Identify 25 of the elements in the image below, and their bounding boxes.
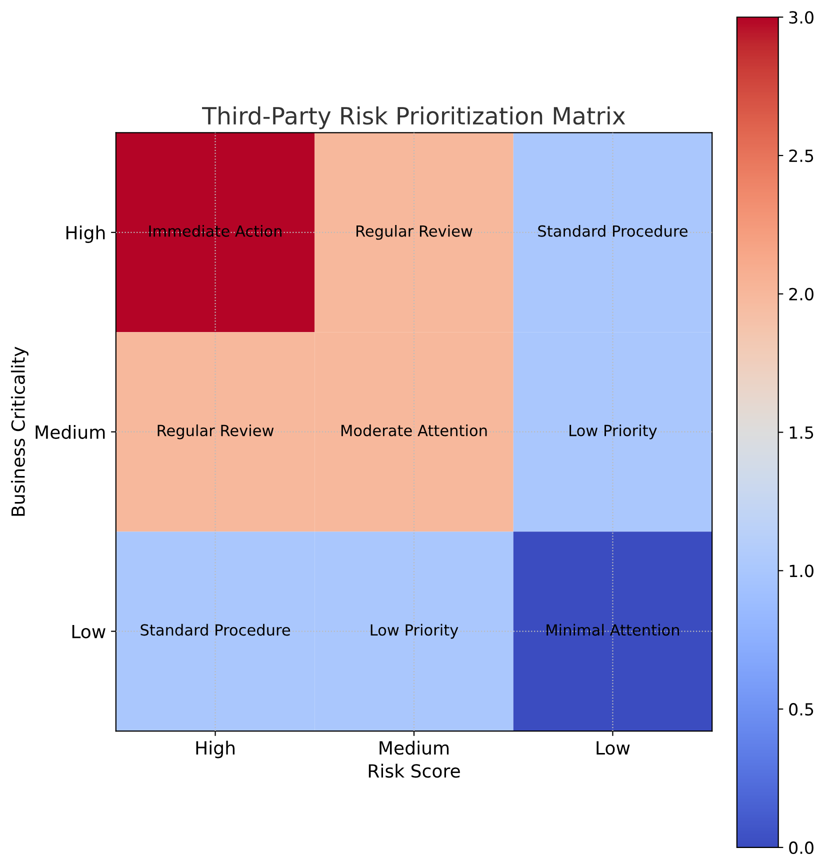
data-label: Standard Procedure	[538, 225, 688, 237]
color-bar-label: 0.5	[789, 703, 814, 716]
color-bar-label: 2.5	[789, 149, 814, 162]
color-bar-label: 3.0	[789, 11, 814, 24]
y-tick-label: Medium	[36, 424, 105, 439]
data-label: Regular Review	[356, 225, 472, 240]
x-tick-label: Low	[596, 741, 630, 755]
color-bar-label: 1.0	[790, 564, 814, 578]
data-label: Low Priority	[370, 624, 458, 639]
x-axis-title: Risk Score	[368, 764, 460, 778]
chart-title: Third-Party Risk Prioritization Matrix	[202, 106, 626, 130]
data-label: Immediate Action	[149, 225, 282, 237]
x-tick-label: Medium	[380, 740, 449, 755]
data-label: Regular Review	[158, 424, 274, 440]
data-label: Low Priority	[570, 424, 657, 440]
color-bar-label: 2.0	[789, 288, 814, 300]
y-tick-label: High	[66, 226, 105, 244]
data-label: Minimal Attention	[546, 624, 680, 636]
y-axis-title: Business Criticality	[10, 346, 28, 516]
y-tick-label: Low	[72, 624, 106, 638]
x-tick-label: High	[196, 740, 234, 758]
color-bar-label: 0.0	[789, 841, 814, 854]
data-label: Moderate Attention	[341, 424, 487, 436]
color-bar-label: 1.5	[790, 426, 814, 439]
data-label: Standard Procedure	[140, 624, 290, 636]
